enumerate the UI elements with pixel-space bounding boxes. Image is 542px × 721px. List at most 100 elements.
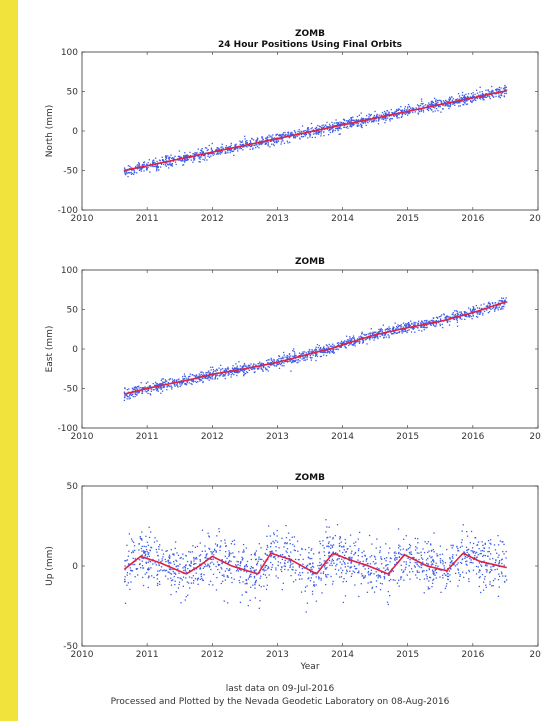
data-point <box>497 579 500 581</box>
data-point <box>427 108 429 111</box>
data-point <box>210 152 213 155</box>
data-point <box>468 315 470 317</box>
data-point <box>413 321 415 324</box>
data-point <box>384 334 387 336</box>
data-point <box>368 534 371 537</box>
data-point <box>478 307 481 309</box>
data-point <box>178 378 180 380</box>
data-point <box>219 370 222 372</box>
data-point <box>308 133 310 135</box>
data-point <box>253 363 255 366</box>
data-point <box>463 551 465 553</box>
data-point <box>237 367 239 370</box>
data-point <box>338 545 341 547</box>
data-point <box>157 573 159 576</box>
data-point <box>495 90 498 92</box>
data-point <box>384 114 387 116</box>
data-point <box>409 558 411 561</box>
data-point <box>186 571 188 573</box>
data-point <box>459 561 462 564</box>
data-point <box>220 364 222 366</box>
data-point <box>273 358 275 361</box>
data-point <box>502 308 504 310</box>
data-point <box>255 558 257 560</box>
data-point <box>136 385 139 388</box>
data-point <box>326 566 328 569</box>
data-point <box>261 143 263 145</box>
data-point <box>361 555 363 558</box>
data-point <box>140 381 142 384</box>
data-point <box>199 380 201 382</box>
data-point <box>220 368 222 371</box>
data-point <box>392 579 394 581</box>
data-point <box>420 557 423 559</box>
data-point <box>501 299 503 302</box>
data-point <box>306 130 308 132</box>
data-point <box>438 99 440 102</box>
data-point <box>367 563 369 565</box>
data-point <box>173 384 176 386</box>
data-point <box>402 554 404 556</box>
data-point <box>498 561 501 563</box>
data-point <box>463 311 466 314</box>
data-point <box>439 553 441 556</box>
data-point <box>168 571 170 573</box>
data-point <box>232 368 234 370</box>
data-point <box>177 565 180 567</box>
data-point <box>127 563 130 565</box>
data-point <box>460 97 463 99</box>
data-point <box>320 577 322 580</box>
data-point <box>408 324 410 326</box>
data-point <box>161 378 163 380</box>
data-point <box>229 151 231 154</box>
data-point <box>430 102 433 105</box>
data-point <box>325 519 327 521</box>
data-point <box>459 575 461 578</box>
data-point <box>231 373 234 375</box>
data-point <box>212 584 214 586</box>
data-point <box>380 563 383 565</box>
data-point <box>332 129 335 131</box>
data-point <box>405 535 407 537</box>
data-point <box>216 152 219 154</box>
data-point <box>411 322 413 325</box>
data-point <box>255 579 257 582</box>
data-point <box>420 566 423 569</box>
data-point <box>224 369 226 372</box>
data-point <box>347 119 350 122</box>
data-point <box>256 562 259 564</box>
data-point <box>225 368 227 371</box>
data-point <box>412 556 414 559</box>
data-point <box>349 556 351 558</box>
data-point <box>255 364 257 367</box>
data-point <box>282 357 284 360</box>
data-point <box>303 359 305 361</box>
data-point <box>354 551 357 554</box>
data-point <box>209 562 212 564</box>
data-point <box>333 562 335 564</box>
data-point <box>275 134 277 137</box>
data-point <box>416 552 418 554</box>
data-point <box>298 578 301 580</box>
data-point <box>357 571 359 574</box>
data-point <box>343 124 346 127</box>
data-point <box>387 567 389 569</box>
data-point <box>448 96 451 98</box>
data-point <box>193 560 195 562</box>
data-point <box>465 103 468 105</box>
data-point <box>319 351 322 353</box>
data-point <box>421 330 423 332</box>
data-point <box>130 173 133 175</box>
data-point <box>348 556 350 559</box>
data-point <box>433 551 435 553</box>
data-point <box>307 130 309 132</box>
data-point <box>402 326 404 328</box>
data-point <box>476 551 478 554</box>
data-point <box>236 367 238 370</box>
data-point <box>164 158 167 161</box>
data-point <box>273 137 275 139</box>
data-point <box>250 566 253 568</box>
data-point <box>332 551 334 553</box>
data-point <box>386 601 389 603</box>
data-point <box>315 346 317 348</box>
